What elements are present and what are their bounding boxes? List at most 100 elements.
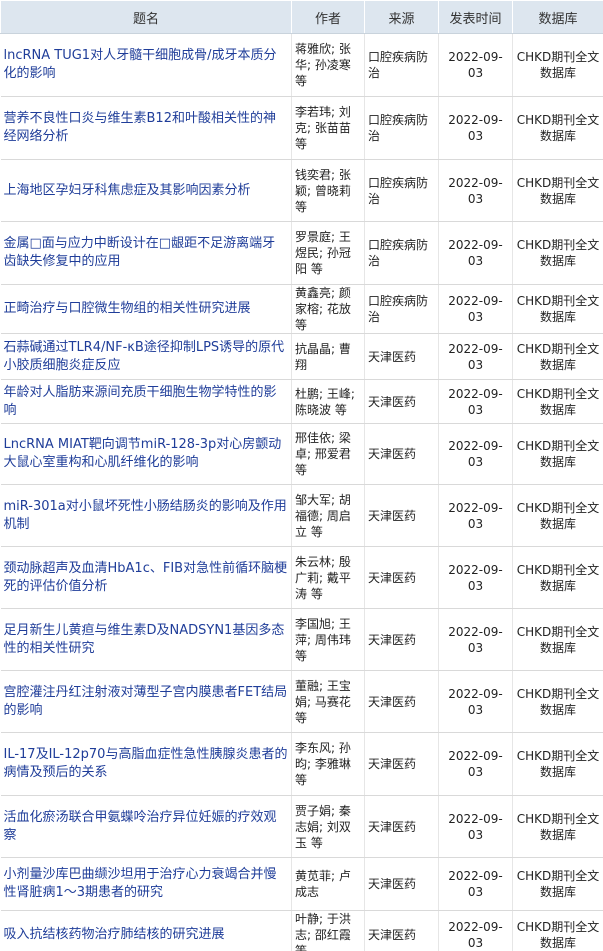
authors-cell: 邢佳依; 梁卓; 邢爱君 等: [291, 423, 365, 485]
authors-cell: 黄鑫亮; 颜家榕; 花放 等: [291, 284, 365, 334]
authors-cell: 李东风; 孙昀; 李雅琳 等: [291, 732, 365, 796]
source-cell: 口腔疾病防治: [364, 33, 439, 97]
date-cell: 2022-09-03: [438, 33, 513, 97]
date-cell: 2022-09-03: [438, 670, 513, 733]
table-row: 石蒜碱通过TLR4/NF-κB途径抑制LPS诱导的原代小胶质细胞炎症反应 抗晶晶;…: [0, 333, 603, 380]
authors-cell: 叶静; 于洪志; 邵红霞 等: [291, 910, 365, 951]
database-cell: CHKD期刊全文数据库: [512, 221, 603, 285]
database-cell: CHKD期刊全文数据库: [512, 670, 603, 733]
table-row: IL-17及IL-12p70与高脂血症性急性胰腺炎患者的病情及预后的关系 李东风;…: [0, 732, 603, 796]
column-header[interactable]: 作者: [291, 0, 365, 34]
column-header[interactable]: 题名: [0, 0, 292, 34]
database-cell: CHKD期刊全文数据库: [512, 910, 603, 951]
date-cell: 2022-09-03: [438, 159, 513, 222]
column-header[interactable]: 数据库: [512, 0, 603, 34]
source-cell: 天津医药: [364, 484, 439, 547]
table-row: 吸入抗结核药物治疗肺结核的研究进展 叶静; 于洪志; 邵红霞 等天津医药 2022-…: [0, 910, 603, 951]
date-cell: 2022-09-03: [438, 546, 513, 609]
title-cell: 正畸治疗与口腔微生物组的相关性研究进展: [0, 284, 292, 334]
database-cell: CHKD期刊全文数据库: [512, 379, 603, 424]
authors-cell: 李国旭; 王萍; 周伟玮 等: [291, 608, 365, 671]
title-cell: 足月新生儿黄疸与维生素D及NADSYN1基因多态性的相关性研究: [0, 608, 292, 671]
source-cell: 天津医药: [364, 423, 439, 485]
title-link[interactable]: 小剂量沙库巴曲缬沙坦用于治疗心力衰竭合并慢性肾脏病1～3期患者的研究: [3, 867, 277, 900]
column-header[interactable]: 来源: [364, 0, 439, 34]
title-cell: LncRNA MIAT靶向调节miR-128-3p对心房颤动大鼠心室重构和心肌纤…: [0, 423, 292, 485]
table-row: lncRNA TUG1对人牙髓干细胞成骨/成牙本质分化的影响 蒋雅欣; 张华; 孙…: [0, 33, 603, 97]
table-row: 正畸治疗与口腔微生物组的相关性研究进展 黄鑫亮; 颜家榕; 花放 等口腔疾病防治 2…: [0, 284, 603, 334]
source-cell: 口腔疾病防治: [364, 159, 439, 222]
date-cell: 2022-09-03: [438, 608, 513, 671]
authors-cell: 钱奕君; 张颖; 曾晓莉 等: [291, 159, 365, 222]
table-row: 营养不良性口炎与维生素B12和叶酸相关性的神经网络分析 李若玮; 刘克; 张苗苗 …: [0, 96, 603, 160]
title-link[interactable]: 石蒜碱通过TLR4/NF-κB途径抑制LPS诱导的原代小胶质细胞炎症反应: [3, 339, 285, 373]
source-cell: 口腔疾病防治: [364, 221, 439, 285]
authors-cell: 董融; 王宝娟; 马赛花 等: [291, 670, 365, 733]
date-cell: 2022-09-03: [438, 795, 513, 858]
date-cell: 2022-09-03: [438, 423, 513, 485]
title-link[interactable]: 宫腔灌注丹红注射液对薄型子宫内膜患者FET结局的影响: [3, 684, 288, 718]
table-row: 小剂量沙库巴曲缬沙坦用于治疗心力衰竭合并慢性肾脏病1～3期患者的研究 黄苋菲; 卢…: [0, 857, 603, 911]
date-cell: 2022-09-03: [438, 221, 513, 285]
column-header[interactable]: 发表时间: [438, 0, 513, 34]
title-link[interactable]: 吸入抗结核药物治疗肺结核的研究进展: [3, 927, 225, 942]
table-row: 金属□面与应力中断设计在□龈距不足游离端牙齿缺失修复中的应用 罗景庭; 王煜民; …: [0, 221, 603, 285]
source-cell: 口腔疾病防治: [364, 284, 439, 334]
title-cell: 营养不良性口炎与维生素B12和叶酸相关性的神经网络分析: [0, 96, 292, 160]
source-cell: 天津医药: [364, 608, 439, 671]
title-link[interactable]: 年龄对人脂肪来源间充质干细胞生物学特性的影响: [3, 384, 277, 418]
database-cell: CHKD期刊全文数据库: [512, 608, 603, 671]
database-cell: CHKD期刊全文数据库: [512, 333, 603, 380]
table-row: 活血化瘀汤联合甲氨蝶呤治疗异位妊娠的疗效观察 贾子娟; 秦志娟; 刘双玉 等天津医…: [0, 795, 603, 858]
title-cell: 颈动脉超声及血清HbA1c、FIB对急性前循环脑梗死的评估价值分析: [0, 546, 292, 609]
title-link[interactable]: 活血化瘀汤联合甲氨蝶呤治疗异位妊娠的疗效观察: [3, 809, 277, 843]
date-cell: 2022-09-03: [438, 484, 513, 547]
authors-cell: 李若玮; 刘克; 张苗苗 等: [291, 96, 365, 160]
title-link[interactable]: lncRNA TUG1对人牙髓干细胞成骨/成牙本质分化的影响: [3, 48, 277, 81]
source-cell: 天津医药: [364, 795, 439, 858]
header-row: 题名 作者 来源 发表时间 数据库: [0, 0, 603, 34]
source-cell: 口腔疾病防治: [364, 96, 439, 160]
title-link[interactable]: 上海地区孕妇牙科焦虑症及其影响因素分析: [3, 182, 251, 198]
date-cell: 2022-09-03: [438, 379, 513, 424]
database-cell: CHKD期刊全文数据库: [512, 284, 603, 334]
table-row: miR-301a对小鼠坏死性小肠结肠炎的影响及作用机制 邹大军; 胡福德; 周启立…: [0, 484, 603, 547]
title-link[interactable]: IL-17及IL-12p70与高脂血症性急性胰腺炎患者的病情及预后的关系: [3, 747, 288, 780]
database-cell: CHKD期刊全文数据库: [512, 96, 603, 160]
title-cell: 金属□面与应力中断设计在□龈距不足游离端牙齿缺失修复中的应用: [0, 221, 292, 285]
title-cell: 小剂量沙库巴曲缬沙坦用于治疗心力衰竭合并慢性肾脏病1～3期患者的研究: [0, 857, 292, 911]
title-link[interactable]: 金属□面与应力中断设计在□龈距不足游离端牙齿缺失修复中的应用: [3, 236, 276, 269]
table-body: lncRNA TUG1对人牙髓干细胞成骨/成牙本质分化的影响 蒋雅欣; 张华; 孙…: [0, 33, 603, 951]
title-cell: miR-301a对小鼠坏死性小肠结肠炎的影响及作用机制: [0, 484, 292, 547]
title-link[interactable]: LncRNA MIAT靶向调节miR-128-3p对心房颤动大鼠心室重构和心肌纤…: [3, 437, 282, 470]
date-cell: 2022-09-03: [438, 857, 513, 911]
database-cell: CHKD期刊全文数据库: [512, 33, 603, 97]
date-cell: 2022-09-03: [438, 910, 513, 951]
date-cell: 2022-09-03: [438, 284, 513, 334]
title-cell: lncRNA TUG1对人牙髓干细胞成骨/成牙本质分化的影响: [0, 33, 292, 97]
table-row: 上海地区孕妇牙科焦虑症及其影响因素分析 钱奕君; 张颖; 曾晓莉 等口腔疾病防治 2…: [0, 159, 603, 222]
title-link[interactable]: 足月新生儿黄疸与维生素D及NADSYN1基因多态性的相关性研究: [3, 622, 285, 656]
authors-cell: 罗景庭; 王煜民; 孙冠阳 等: [291, 221, 365, 285]
table-row: 年龄对人脂肪来源间充质干细胞生物学特性的影响 杜鹏; 王峰; 陈晓波 等天津医药 2…: [0, 379, 603, 424]
authors-cell: 抗晶晶; 曹翔: [291, 333, 365, 380]
authors-cell: 贾子娟; 秦志娟; 刘双玉 等: [291, 795, 365, 858]
authors-cell: 邹大军; 胡福德; 周启立 等: [291, 484, 365, 547]
title-link[interactable]: 营养不良性口炎与维生素B12和叶酸相关性的神经网络分析: [3, 111, 276, 144]
date-cell: 2022-09-03: [438, 333, 513, 380]
source-cell: 天津医药: [364, 732, 439, 796]
database-cell: CHKD期刊全文数据库: [512, 423, 603, 485]
title-link[interactable]: 正畸治疗与口腔微生物组的相关性研究进展: [3, 301, 251, 316]
source-cell: 天津医药: [364, 857, 439, 911]
table-row: 足月新生儿黄疸与维生素D及NADSYN1基因多态性的相关性研究 李国旭; 王萍; …: [0, 608, 603, 671]
title-cell: 宫腔灌注丹红注射液对薄型子宫内膜患者FET结局的影响: [0, 670, 292, 733]
date-cell: 2022-09-03: [438, 96, 513, 160]
database-cell: CHKD期刊全文数据库: [512, 857, 603, 911]
title-cell: 年龄对人脂肪来源间充质干细胞生物学特性的影响: [0, 379, 292, 424]
title-link[interactable]: 颈动脉超声及血清HbA1c、FIB对急性前循环脑梗死的评估价值分析: [3, 560, 288, 594]
table-row: 宫腔灌注丹红注射液对薄型子宫内膜患者FET结局的影响 董融; 王宝娟; 马赛花 等…: [0, 670, 603, 733]
title-link[interactable]: miR-301a对小鼠坏死性小肠结肠炎的影响及作用机制: [3, 498, 287, 532]
authors-cell: 朱云林; 殷广莉; 戴平涛 等: [291, 546, 365, 609]
